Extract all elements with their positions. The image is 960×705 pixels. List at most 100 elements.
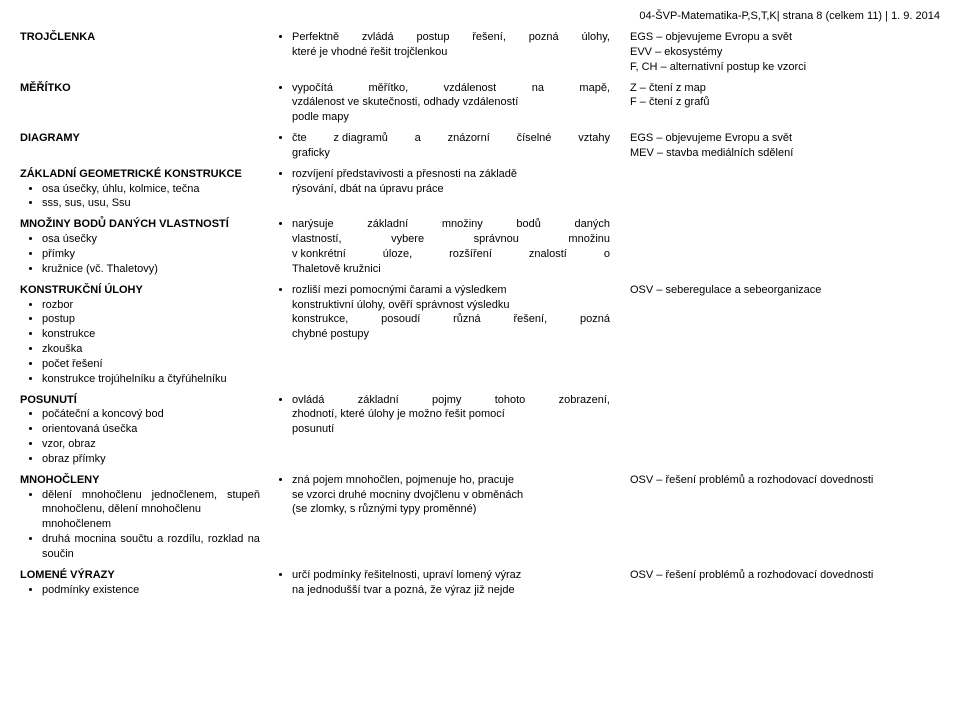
topic-column: ZÁKLADNÍ GEOMETRICKÉ KONSTRUKCEosa úsečk… [20, 167, 270, 212]
outcome-column: narýsujezákladnímnožinybodůdanýchvlastno… [270, 217, 630, 276]
outcome-column: určí podmínky řešitelnosti, upraví lomen… [270, 568, 630, 598]
content-row: MĚŘÍTKO vypočítáměřítko,vzdálenostnamapě,… [20, 81, 940, 126]
list-item: osa úsečky [42, 232, 260, 247]
note-line: OSV – řešení problémů a rozhodovací dove… [630, 568, 935, 583]
list-item: narýsujezákladnímnožinybodůdanýchvlastno… [292, 217, 610, 276]
outcome-list: ovládázákladnípojmytohotozobrazení,zhodn… [270, 393, 610, 438]
list-item: ovládázákladnípojmytohotozobrazení,zhodn… [292, 393, 610, 438]
list-item: zkouška [42, 342, 260, 357]
list-item: Perfektnězvládápostupřešení,poznáúlohy,k… [292, 30, 610, 60]
topic-column: LOMENÉ VÝRAZYpodmínky existence [20, 568, 270, 598]
content-row: MNOHOČLENYdělenímnohočlenujednočlenem,st… [20, 473, 940, 562]
topic-list: dělenímnohočlenujednočlenem,stupeňmnohoč… [20, 488, 260, 562]
outcome-list: zná pojem mnohočlen, pojmenuje ho, pracu… [270, 473, 610, 518]
note-line: MEV – stavba mediálních sdělení [630, 146, 935, 161]
topic-column: POSUNUTÍpočáteční a koncový bodorientova… [20, 393, 270, 467]
list-item: sss, sus, usu, Ssu [42, 196, 260, 211]
topic-title: MNOHOČLENY [20, 473, 260, 488]
content-rows: TROJČLENKA Perfektnězvládápostupřešení,po… [20, 30, 940, 598]
text-line: v konkrétníúloze,rozšířeníznalostío [292, 247, 610, 262]
list-item: vypočítáměřítko,vzdálenostnamapě,vzdálen… [292, 81, 610, 126]
text-line: (se zlomky, s různými typy proměnné) [292, 502, 610, 517]
text-line: na jednodušší tvar a pozná, že výraz již… [292, 583, 610, 598]
list-item: rozbor [42, 298, 260, 313]
content-row: LOMENÉ VÝRAZYpodmínky existence určí podm… [20, 568, 940, 598]
text-line: určí podmínky řešitelnosti, upraví lomen… [292, 568, 610, 583]
text-line: Perfektnězvládápostupřešení,poznáúlohy, [292, 30, 610, 45]
list-item: podmínky existence [42, 583, 260, 598]
list-item: konstrukce [42, 327, 260, 342]
notes-column: OSV – seberegulace a sebeorganizace [630, 283, 940, 298]
outcome-list: rozliší mezi pomocnými čarami a výsledke… [270, 283, 610, 342]
topic-title: MNOŽINY BODŮ DANÝCH VLASTNOSTÍ [20, 217, 260, 232]
topic-title: KONSTRUKČNÍ ÚLOHY [20, 283, 260, 298]
topic-list: osa úsečkypřímkykružnice (vč. Thaletovy) [20, 232, 260, 277]
outcome-list: vypočítáměřítko,vzdálenostnamapě,vzdálen… [270, 81, 610, 126]
text-line: podle mapy [292, 110, 610, 125]
note-line: EVV – ekosystémy [630, 45, 935, 60]
content-row: MNOŽINY BODŮ DANÝCH VLASTNOSTÍosa úsečky… [20, 217, 940, 276]
topic-list: podmínky existence [20, 583, 260, 598]
note-line: OSV – seberegulace a sebeorganizace [630, 283, 935, 298]
text-line: narýsujezákladnímnožinybodůdaných [292, 217, 610, 232]
text-line: zná pojem mnohočlen, pojmenuje ho, pracu… [292, 473, 610, 488]
content-row: KONSTRUKČNÍ ÚLOHYrozborpostupkonstrukcez… [20, 283, 940, 387]
notes-column: OSV – řešení problémů a rozhodovací dove… [630, 473, 940, 488]
notes-column: Z – čtení z mapF – čtení z grafů [630, 81, 940, 111]
topic-title: LOMENÉ VÝRAZY [20, 568, 260, 583]
list-item: postup [42, 312, 260, 327]
note-line: F – čtení z grafů [630, 95, 935, 110]
text-line: Thaletově kružnici [292, 262, 610, 277]
topic-title: POSUNUTÍ [20, 393, 260, 408]
list-item: počáteční a koncový bod [42, 407, 260, 422]
list-item: druhámocninasoučtuarozdílu,rozkladnasouč… [42, 532, 260, 562]
list-item: zná pojem mnohočlen, pojmenuje ho, pracu… [292, 473, 610, 518]
list-item: určí podmínky řešitelnosti, upraví lomen… [292, 568, 610, 598]
outcome-column: čtez diagramůaznázorníčíselnévztahygrafi… [270, 131, 630, 161]
topic-column: TROJČLENKA [20, 30, 270, 45]
text-line: rýsování, dbát na úpravu práce [292, 182, 610, 197]
text-line: rozliší mezi pomocnými čarami a výsledke… [292, 283, 610, 298]
content-row: ZÁKLADNÍ GEOMETRICKÉ KONSTRUKCEosa úsečk… [20, 167, 940, 212]
page: 04-ŠVP-Matematika-P,S,T,K| strana 8 (cel… [0, 0, 960, 624]
text-line: které je vhodné řešit trojčlenkou [292, 45, 610, 60]
notes-column: OSV – řešení problémů a rozhodovací dove… [630, 568, 940, 583]
list-item: přímky [42, 247, 260, 262]
text-line: chybné postupy [292, 327, 610, 342]
text-line: vypočítáměřítko,vzdálenostnamapě, [292, 81, 610, 96]
list-item: rozvíjení představivosti a přesnosti na … [292, 167, 610, 197]
outcome-list: čtez diagramůaznázorníčíselnévztahygrafi… [270, 131, 610, 161]
outcome-list: narýsujezákladnímnožinybodůdanýchvlastno… [270, 217, 610, 276]
content-row: POSUNUTÍpočáteční a koncový bodorientova… [20, 393, 940, 467]
outcome-column: Perfektnězvládápostupřešení,poznáúlohy,k… [270, 30, 630, 60]
text-line: vlastností,vyberesprávnoumnožinu [292, 232, 610, 247]
list-item: vzor, obraz [42, 437, 260, 452]
text-line: zhodnotí, které úlohy je možno řešit pom… [292, 407, 610, 422]
text-line: čtez diagramůaznázorníčíselnévztahy [292, 131, 610, 146]
note-line: EGS – objevujeme Evropu a svět [630, 131, 935, 146]
topic-column: KONSTRUKČNÍ ÚLOHYrozborpostupkonstrukcez… [20, 283, 270, 387]
list-item: konstrukce trojúhelníku a čtyřúhelníku [42, 372, 260, 387]
text-line: ovládázákladnípojmytohotozobrazení, [292, 393, 610, 408]
note-line: OSV – řešení problémů a rozhodovací dove… [630, 473, 935, 488]
list-item: osa úsečky, úhlu, kolmice, tečna [42, 182, 260, 197]
text-line: posunutí [292, 422, 610, 437]
text-line: konstruktivní úlohy, ověří správnost výs… [292, 298, 610, 313]
list-item: rozliší mezi pomocnými čarami a výsledke… [292, 283, 610, 342]
outcome-column: rozliší mezi pomocnými čarami a výsledke… [270, 283, 630, 342]
text-line: se vzorci druhé mocniny dvojčlenu v obmě… [292, 488, 610, 503]
text-line: rozvíjení představivosti a přesnosti na … [292, 167, 610, 182]
topic-column: MNOHOČLENYdělenímnohočlenujednočlenem,st… [20, 473, 270, 562]
outcome-list: rozvíjení představivosti a přesnosti na … [270, 167, 610, 197]
topic-column: DIAGRAMY [20, 131, 270, 146]
topic-title: TROJČLENKA [20, 30, 260, 45]
topic-title: MĚŘÍTKO [20, 81, 260, 96]
note-line: Z – čtení z map [630, 81, 935, 96]
outcome-column: ovládázákladnípojmytohotozobrazení,zhodn… [270, 393, 630, 438]
outcome-list: určí podmínky řešitelnosti, upraví lomen… [270, 568, 610, 598]
topic-list: rozborpostupkonstrukcezkouškapočet řešen… [20, 298, 260, 387]
text-line: vzdálenost ve skutečnosti, odhady vzdále… [292, 95, 610, 110]
list-item: orientovaná úsečka [42, 422, 260, 437]
list-item: obraz přímky [42, 452, 260, 467]
topic-list: osa úsečky, úhlu, kolmice, tečnasss, sus… [20, 182, 260, 212]
